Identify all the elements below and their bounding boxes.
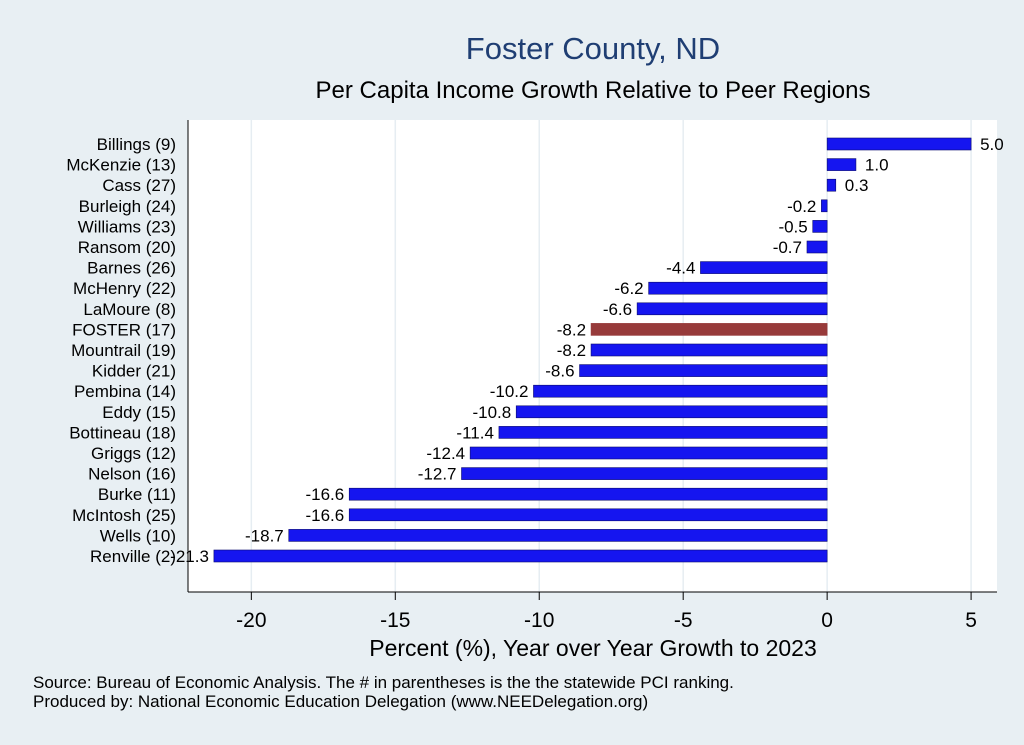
value-label: -0.7 (773, 238, 802, 257)
category-label: Kidder (21) (92, 362, 176, 381)
bar (812, 220, 828, 233)
value-label: -8.2 (557, 341, 586, 360)
producer-note: Produced by: National Economic Education… (33, 692, 649, 711)
value-label: -12.4 (426, 444, 465, 463)
bar (288, 529, 828, 542)
bar (826, 158, 857, 171)
value-label: -0.2 (787, 197, 816, 216)
value-label: -18.7 (245, 526, 284, 545)
category-label: Williams (23) (78, 217, 176, 236)
bar (636, 302, 828, 316)
x-tick-label: 0 (821, 609, 833, 632)
bar (348, 508, 828, 522)
bar (826, 137, 972, 151)
bar (590, 343, 828, 357)
value-label: -11.4 (456, 423, 494, 442)
chart-title: Foster County, ND (466, 31, 720, 66)
value-label: 1.0 (865, 156, 889, 175)
category-label: McKenzie (13) (66, 156, 176, 175)
category-label: McIntosh (25) (72, 506, 176, 525)
bar (469, 446, 828, 460)
category-label: Barnes (26) (87, 259, 176, 278)
value-label: -10.8 (472, 403, 511, 422)
category-label: FOSTER (17) (72, 320, 176, 339)
x-tick-label: -20 (236, 609, 266, 632)
x-tick-label: -5 (674, 609, 693, 632)
value-label: -16.6 (305, 506, 344, 525)
category-label: Bottineau (18) (69, 423, 176, 442)
bar (700, 261, 828, 274)
value-label: -6.6 (603, 300, 632, 319)
value-label: 5.0 (980, 135, 1004, 154)
source-note: Source: Bureau of Economic Analysis. The… (33, 673, 734, 692)
bar (648, 281, 828, 295)
bar (826, 178, 837, 192)
category-label: Burke (11) (98, 485, 176, 504)
bar (348, 487, 828, 501)
value-label: -16.6 (305, 485, 344, 504)
bar (515, 405, 828, 419)
category-label: Pembina (14) (74, 382, 176, 401)
x-tick-label: -10 (524, 609, 554, 632)
value-label: -10.2 (490, 382, 529, 401)
bar (533, 384, 828, 398)
x-axis-title: Percent (%), Year over Year Growth to 20… (369, 635, 817, 661)
bar (806, 240, 828, 254)
bar (461, 467, 828, 480)
bar (213, 549, 828, 563)
value-label: 0.3 (845, 176, 869, 195)
bar-highlight (590, 323, 828, 336)
category-label: Renville (2) (90, 547, 176, 566)
bar (579, 364, 828, 377)
category-label: Ransom (20) (78, 238, 176, 257)
category-label: Griggs (12) (91, 444, 176, 463)
x-tick-label: -15 (380, 609, 410, 632)
value-label: -0.5 (778, 217, 807, 236)
bars: Billings (9) 5.0 McKenzie (13) 1.0 Cass (27)… (66, 135, 1003, 566)
x-axis: -20 -15 -10 -5 0 5 (187, 120, 997, 632)
bar (821, 199, 828, 213)
value-label: -4.4 (666, 259, 695, 278)
x-tick-label: 5 (965, 609, 977, 632)
bar (498, 426, 828, 439)
chart-subtitle: Per Capita Income Growth Relative to Pee… (316, 77, 871, 104)
category-label: Eddy (15) (102, 403, 176, 422)
value-label: -8.6 (545, 362, 574, 381)
value-label: -21.3 (170, 547, 209, 566)
category-label: LaMoure (8) (83, 300, 176, 319)
value-label: -12.7 (418, 465, 457, 484)
value-label: -8.2 (557, 320, 586, 339)
category-label: Burleigh (24) (79, 197, 176, 216)
category-label: Cass (27) (102, 176, 176, 195)
value-label: -6.2 (614, 279, 643, 298)
category-label: Wells (10) (100, 526, 176, 545)
category-label: Billings (9) (97, 135, 176, 154)
category-label: McHenry (22) (73, 279, 176, 298)
category-label: Nelson (16) (88, 465, 176, 484)
category-label: Mountrail (19) (71, 341, 176, 360)
